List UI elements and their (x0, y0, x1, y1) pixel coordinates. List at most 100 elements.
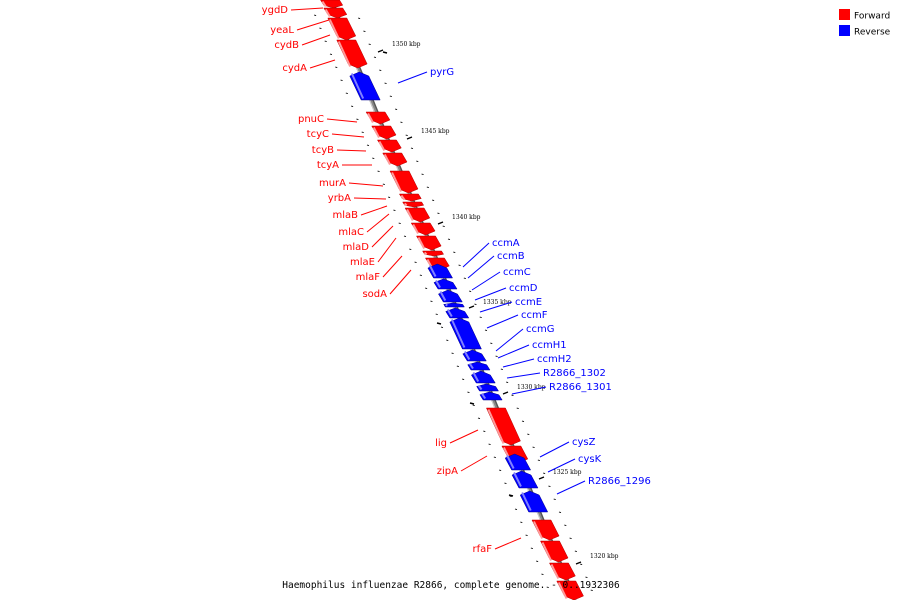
tick-minor (350, 105, 354, 108)
gene-label-text: R2866_1296 (588, 476, 651, 487)
tick-minor (324, 40, 327, 43)
tick-minor (398, 222, 401, 225)
tick-minor (483, 430, 486, 433)
gene-block-lig (486, 407, 521, 446)
gene-highlight (541, 542, 552, 561)
gene-block-ccmh1 (467, 361, 491, 371)
gene-label-text: tcyC (307, 129, 329, 140)
tick-minor (574, 550, 577, 553)
gene-leader-line (494, 537, 522, 550)
tick-minor (500, 368, 503, 371)
tick-minor (372, 157, 375, 160)
gene-label-yrba: yrbA (328, 193, 387, 204)
gene-label-text: ccmE (515, 297, 542, 308)
gene-label-mlaf: mlaF (356, 255, 403, 283)
tick-minor (521, 420, 525, 423)
gene-shape (416, 235, 442, 251)
gene-highlight (417, 237, 426, 249)
gene-label-mlad: mlaD (343, 225, 394, 253)
tick-minor (467, 391, 470, 394)
tick-minor (553, 498, 556, 501)
gene-label-text: pnuC (298, 114, 324, 125)
gene-label-pyrg: pyrG (397, 67, 454, 84)
tick-minor (319, 27, 322, 30)
gene-block-ccmd (443, 302, 465, 308)
gene-label-text: cysK (578, 454, 602, 465)
gene-leader-line (547, 458, 576, 473)
gene-block-ccme (445, 307, 470, 319)
gene-leader-line (371, 225, 394, 248)
gene-label-text: tcyB (312, 145, 334, 156)
gene-label-text: ccmH2 (537, 354, 572, 365)
gene-label-text: mlaD (343, 242, 370, 253)
tick-minor (340, 79, 343, 82)
tick-minor (363, 30, 366, 33)
gene-block-r2866_1301 (479, 391, 503, 401)
tick-minor (548, 485, 551, 488)
gene-block-pnuc (365, 111, 391, 125)
gene-shape (349, 71, 381, 101)
tick-label: 1330 kbp (517, 384, 546, 391)
gene-shape (549, 562, 576, 581)
tick-label: 1350 kbp (392, 41, 421, 48)
gene-label-text: cydB (274, 40, 299, 51)
tick-minor (400, 121, 403, 124)
gene-label-ccmh1: ccmH1 (497, 340, 567, 359)
tick-minor (451, 352, 454, 355)
gene-block-ccmb (433, 278, 458, 290)
gene-label-text: yrbA (328, 193, 351, 204)
gene-shape (476, 383, 499, 392)
gene-label-yeal: yeaL (270, 19, 330, 36)
legend-label-reverse: Reverse (854, 28, 891, 38)
tick-minor (410, 147, 414, 150)
gene-leader-line (389, 269, 412, 295)
gene-block (556, 580, 584, 600)
tick-major (575, 561, 582, 565)
gene-leader-line (348, 182, 384, 187)
gene-label-text: mlaC (338, 227, 364, 238)
tick-minor (509, 495, 512, 498)
gene-label-tcyb: tcyB (312, 145, 367, 156)
tick-minor (373, 56, 377, 59)
gene-block-yrba (398, 193, 422, 202)
tick-minor (377, 170, 380, 173)
tick-minor (424, 287, 428, 290)
tick-minor (437, 212, 440, 215)
tick-minor (493, 456, 496, 459)
gene-label-r2866_1296: R2866_1296 (556, 476, 651, 495)
tick-minor (477, 417, 481, 420)
gene-block-ccmc (438, 289, 463, 303)
gene-leader-line (397, 71, 428, 84)
tick-minor (394, 108, 398, 111)
gene-block-yeal (323, 7, 348, 19)
gene-leader-line (462, 242, 490, 268)
tick-minor (504, 482, 507, 485)
tick-minor (532, 446, 535, 449)
tick-major (468, 305, 475, 309)
tick-minor (569, 537, 572, 540)
gene-block (540, 540, 569, 563)
gene-label-text: tcyA (317, 160, 339, 171)
tick-minor (421, 173, 424, 176)
gene-label-soda: sodA (362, 269, 412, 300)
gene-highlight (391, 172, 402, 192)
gene-block (549, 562, 576, 581)
gene-highlight (446, 308, 453, 318)
tick-minor (511, 394, 514, 397)
gene-leader-line (353, 197, 387, 200)
gene-leader-line (336, 149, 367, 152)
gene-highlight (450, 319, 466, 348)
gene-block-tcya (382, 152, 408, 167)
tick-minor (558, 511, 562, 514)
gene-highlight (533, 521, 544, 539)
tick-minor (419, 274, 422, 277)
gene-block-mura (389, 170, 419, 194)
tick-minor (379, 69, 382, 72)
tick-minor (479, 316, 482, 319)
gene-shape (519, 490, 549, 513)
gene-highlight (439, 291, 447, 301)
gene-shape (504, 453, 532, 471)
gene-label-mura: murA (319, 178, 384, 189)
gene-block-r2866_1302 (476, 383, 499, 392)
